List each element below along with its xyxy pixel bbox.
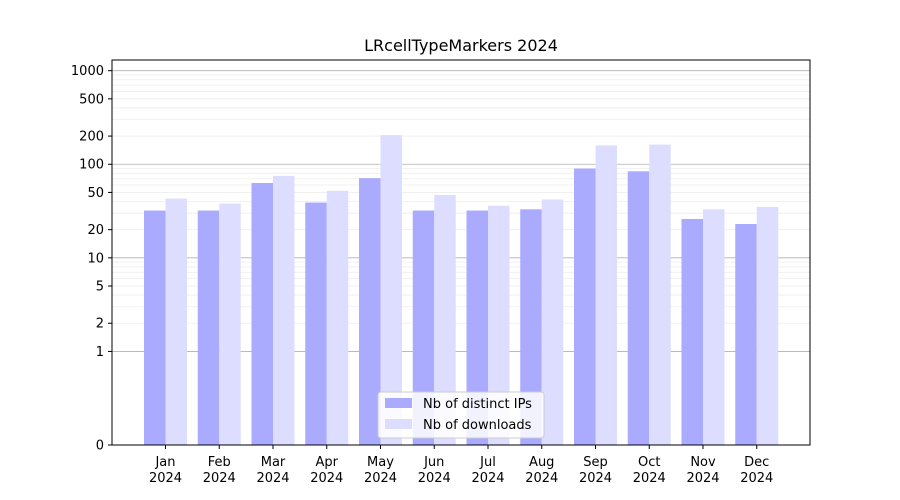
bar-distinct-ips [466, 210, 488, 445]
x-tick-label-year: 2024 [686, 471, 719, 486]
x-tick-label-month: Jun [423, 455, 444, 470]
bar-distinct-ips [197, 210, 220, 445]
bar-distinct-ips [735, 223, 757, 445]
x-tick-label-month: Jul [479, 455, 496, 470]
bar-downloads [165, 198, 187, 445]
bar-downloads [595, 145, 617, 445]
y-tick-label: 0 [96, 439, 104, 454]
x-tick-label-month: May [367, 455, 394, 470]
bar-downloads [273, 175, 295, 445]
bar-downloads [649, 144, 671, 445]
x-tick-label-month: Mar [261, 455, 286, 470]
x-tick-label-year: 2024 [633, 471, 666, 486]
y-tick-label: 20 [87, 223, 104, 238]
y-tick-label: 1000 [71, 64, 104, 79]
bar-downloads [219, 203, 241, 445]
legend-swatch-distinct-ips [385, 398, 412, 408]
x-tick-label-year: 2024 [310, 471, 343, 486]
bar-downloads [434, 194, 456, 445]
legend-label-downloads: Nb of downloads [423, 418, 532, 433]
x-tick-label-month: Dec [744, 455, 769, 470]
x-tick-label-month: Oct [638, 455, 660, 470]
x-tick-label-month: Apr [316, 455, 339, 470]
bar-downloads [541, 199, 564, 445]
chart-title: LRcellTypeMarkers 2024 [364, 36, 558, 55]
x-tick-label-year: 2024 [740, 471, 773, 486]
bar-downloads [756, 206, 779, 445]
x-tick-label-year: 2024 [579, 471, 612, 486]
bar-distinct-ips [305, 202, 327, 445]
x-tick-label-year: 2024 [203, 471, 236, 486]
bar-downloads [488, 205, 510, 445]
y-tick-label: 200 [79, 130, 104, 145]
bar-distinct-ips [520, 209, 542, 445]
y-tick-label: 10 [87, 251, 104, 266]
y-tick-label: 100 [79, 158, 104, 173]
legend: Nb of distinct IPs Nb of downloads [377, 391, 545, 439]
y-tick-label: 50 [87, 186, 104, 201]
x-tick-label-month: Feb [208, 455, 231, 470]
bar-distinct-ips [144, 210, 166, 445]
bar-downloads [380, 135, 402, 445]
x-tick-label-year: 2024 [364, 471, 397, 486]
y-tick-label: 5 [96, 280, 104, 295]
legend-box [377, 391, 545, 439]
x-tick-label-year: 2024 [256, 471, 289, 486]
x-axis: Jan2024Feb2024Mar2024Apr2024May2024Jun20… [149, 445, 773, 486]
y-tick-label: 2 [96, 317, 104, 332]
bar-distinct-ips [627, 171, 650, 445]
bar-downloads [326, 190, 349, 445]
bar-downloads [703, 209, 725, 445]
y-tick-label: 1 [96, 345, 104, 360]
legend-label-distinct-ips: Nb of distinct IPs [423, 397, 532, 412]
x-tick-label-month: Aug [529, 455, 554, 470]
bar-distinct-ips [412, 210, 435, 445]
bar-distinct-ips [359, 178, 381, 445]
bar-distinct-ips [681, 218, 703, 445]
legend-swatch-downloads [385, 419, 412, 429]
x-tick-label-year: 2024 [418, 471, 451, 486]
y-tick-label: 500 [79, 92, 104, 107]
x-tick-label-year: 2024 [149, 471, 182, 486]
bar-distinct-ips [251, 183, 273, 446]
bars [144, 135, 779, 446]
y-axis: 0 1 2 5 10 20 50 100 200 500 1000 [71, 64, 112, 454]
x-tick-label-year: 2024 [525, 471, 558, 486]
bar-distinct-ips [574, 168, 596, 445]
x-tick-label-month: Nov [690, 455, 716, 470]
x-tick-label-year: 2024 [471, 471, 504, 486]
x-tick-label-month: Jan [154, 455, 175, 470]
plot-frame [111, 59, 811, 446]
x-tick-label-month: Sep [583, 455, 608, 470]
